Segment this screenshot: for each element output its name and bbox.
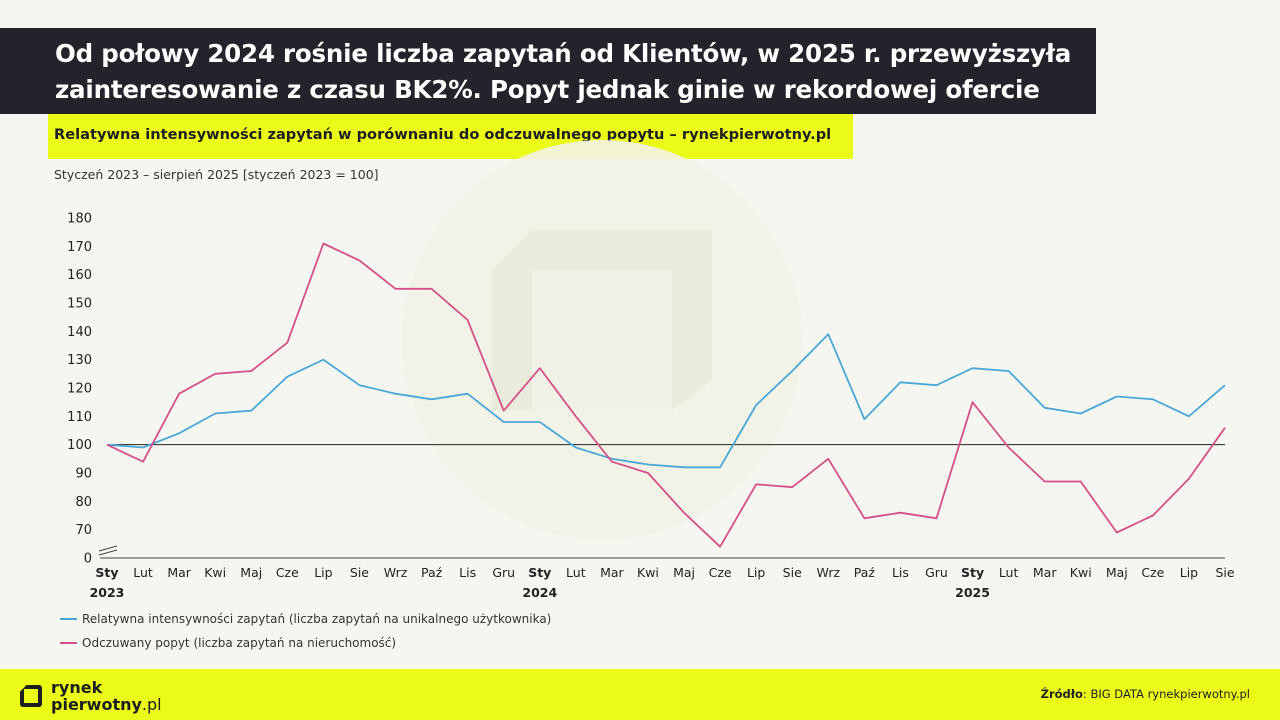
chart-subtitle: Relatywna intensywności zapytań w porówn… — [54, 126, 832, 143]
page-title-line-2: zainteresowanie z czasu BK2%. Popyt jedn… — [55, 75, 1040, 104]
x-tick-label: Cze — [709, 565, 732, 580]
year-label: 2023 — [90, 585, 125, 600]
x-tick-label: Paź — [421, 565, 443, 580]
y-tick-label: 90 — [75, 467, 92, 482]
x-tick-label: Lut — [133, 565, 153, 580]
x-tick-label: Kwi — [637, 565, 659, 580]
footer-bar: rynek pierwotny.pl Źródło: BIG DATA ryne… — [0, 669, 1280, 720]
y-tick-label: 100 — [67, 438, 92, 453]
logo-text: rynek pierwotny.pl — [51, 679, 162, 713]
legend-item-pink: Odczuwany popyt (liczba zapytań na nieru… — [60, 636, 396, 650]
year-label: 2024 — [522, 585, 557, 600]
title-banner: Od połowy 2024 rośnie liczba zapytań od … — [0, 28, 1096, 114]
legend-item-blue: Relatywna intensywności zapytań (liczba … — [60, 612, 551, 626]
y-tick-label: 180 — [67, 212, 92, 227]
x-tick-label: Lip — [314, 565, 332, 580]
x-tick-label: Cze — [1141, 565, 1164, 580]
source-label: Źródło — [1040, 687, 1083, 701]
source-note: Źródło: BIG DATA rynekpierwotny.pl — [1041, 687, 1250, 701]
y-tick-label: 110 — [67, 410, 92, 425]
legend-swatch-pink — [60, 642, 77, 644]
x-tick-label: Gru — [925, 565, 948, 580]
year-label: 2025 — [955, 585, 990, 600]
axis-break-mark — [98, 545, 118, 552]
logo-suffix: .pl — [141, 695, 162, 714]
y-tick-label: 0 — [84, 552, 92, 567]
legend-swatch-blue — [60, 618, 77, 620]
series-line-intensity — [106, 333, 1226, 469]
x-tick-label: Sty — [961, 565, 984, 580]
x-tick-label: Wrz — [817, 565, 841, 580]
x-tick-label: Sty — [528, 565, 551, 580]
logo-line-2: pierwotny — [51, 695, 142, 714]
watermark-logo-icon — [492, 230, 712, 410]
legend-label-blue: Relatywna intensywności zapytań (liczba … — [82, 612, 552, 626]
series-line-demand — [106, 242, 1226, 548]
logo-line-1: rynek — [51, 678, 103, 697]
page-title-line-1: Od połowy 2024 rośnie liczba zapytań od … — [55, 39, 1072, 68]
source-text: : BIG DATA rynekpierwotny.pl — [1082, 687, 1250, 701]
period-note: Styczeń 2023 – sierpień 2025 [styczeń 20… — [54, 167, 379, 182]
x-tick-label: Lip — [1180, 565, 1198, 580]
x-tick-label: Mar — [600, 565, 624, 580]
y-tick-label: 130 — [67, 353, 92, 368]
x-tick-label: Wrz — [384, 565, 408, 580]
axis-break-mark — [98, 549, 118, 556]
x-tick-label: Lis — [459, 565, 476, 580]
x-tick-label: Mar — [167, 565, 191, 580]
x-tick-label: Maj — [673, 565, 695, 580]
x-tick-label: Lut — [999, 565, 1019, 580]
x-tick-label: Kwi — [204, 565, 226, 580]
logo-mark-icon — [20, 685, 42, 707]
y-tick-label: 80 — [75, 495, 92, 510]
y-tick-label: 160 — [67, 268, 92, 283]
x-tick-label: Sie — [350, 565, 369, 580]
y-tick-label: 170 — [67, 240, 92, 255]
x-tick-label: Sie — [783, 565, 802, 580]
legend-label-pink: Odczuwany popyt (liczba zapytań na nieru… — [82, 636, 397, 650]
x-tick-label: Maj — [240, 565, 262, 580]
x-tick-label: Mar — [1033, 565, 1057, 580]
x-tick-label: Lip — [747, 565, 765, 580]
y-tick-label: 140 — [67, 325, 92, 340]
x-tick-label: Sty — [95, 565, 118, 580]
x-tick-label: Sie — [1215, 565, 1234, 580]
y-tick-label: 70 — [75, 523, 92, 538]
x-tick-label: Lut — [566, 565, 586, 580]
x-tick-label: Kwi — [1070, 565, 1092, 580]
y-tick-label: 120 — [67, 382, 92, 397]
y-tick-label: 150 — [67, 297, 92, 312]
x-tick-label: Gru — [492, 565, 515, 580]
subtitle-banner: Relatywna intensywności zapytań w porówn… — [48, 114, 853, 159]
x-tick-label: Maj — [1106, 565, 1128, 580]
brand-logo: rynek pierwotny.pl — [20, 679, 162, 713]
x-tick-label: Lis — [892, 565, 909, 580]
x-tick-label: Cze — [276, 565, 299, 580]
x-tick-label: Paź — [854, 565, 876, 580]
